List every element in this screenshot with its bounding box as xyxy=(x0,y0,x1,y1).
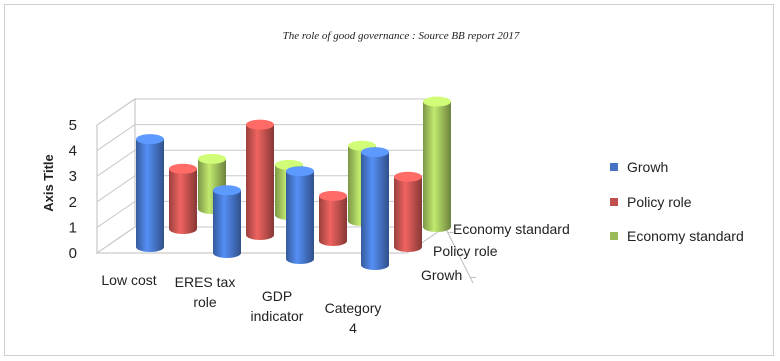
y-tick-label: 0 xyxy=(69,245,77,262)
gridline-side xyxy=(96,200,136,228)
y-tick-label: 4 xyxy=(69,143,77,160)
bar-top xyxy=(198,153,226,164)
gridline-side xyxy=(96,175,136,203)
legend: Growh Policy role Economy standard xyxy=(610,159,744,244)
depth-label-economy-standard: Economy standard xyxy=(453,221,570,237)
bar-top xyxy=(169,163,197,174)
legend-swatch-policy-role xyxy=(610,198,618,206)
y-tick-label: 1 xyxy=(69,219,77,236)
bar-policy-role-1 xyxy=(246,119,274,240)
category-labels: Low cost ERES tax role GDP indicator Categ… xyxy=(101,272,381,336)
chart-title: The role of good governance : Source BB … xyxy=(283,30,520,42)
bar-body xyxy=(319,195,347,246)
y-tick-labels: 0 1 2 3 4 5 xyxy=(69,117,77,262)
chart-svg: The role of good governance : Source BB … xyxy=(41,30,744,336)
bar-growh-3 xyxy=(361,147,389,270)
legend-item-policy-role: Policy role xyxy=(610,194,692,210)
bar-body xyxy=(169,168,197,234)
depth-labels: Economy standard Policy role Growh xyxy=(421,221,570,283)
bar-body xyxy=(136,139,164,252)
y-tick-label: 5 xyxy=(69,117,77,134)
category-label-eres-tax-role: ERES tax role xyxy=(175,274,236,310)
bar-policy-role-0 xyxy=(169,163,197,234)
bar-body xyxy=(246,124,274,240)
category-label-low-cost: Low cost xyxy=(101,272,156,288)
chart-frame: The role of good governance : Source BB … xyxy=(4,4,774,356)
bar-top xyxy=(213,185,241,196)
category-label-gdp-indicator: GDP indicator xyxy=(251,288,304,324)
y-axis-title: Axis Title xyxy=(41,154,56,212)
legend-label-policy-role: Policy role xyxy=(627,194,692,210)
bar-policy-role-2 xyxy=(319,190,347,246)
side-wall xyxy=(96,98,136,254)
bar-economy-standard-3 xyxy=(423,96,451,232)
bar-top xyxy=(246,119,274,130)
depth-label-growh: Growh xyxy=(421,267,462,283)
category-label-category-4: Category 4 xyxy=(325,300,382,336)
y-tick-label: 2 xyxy=(69,194,77,211)
bar-top xyxy=(136,134,164,145)
bar-body xyxy=(286,171,314,264)
legend-label-growh: Growh xyxy=(627,159,668,175)
gridline-side xyxy=(96,149,136,177)
bar-top xyxy=(286,166,314,177)
bar-top xyxy=(423,96,451,107)
bar-growh-1 xyxy=(213,185,241,258)
bar-body xyxy=(213,190,241,258)
gridline-side xyxy=(96,226,136,254)
bars xyxy=(136,96,451,270)
bar-policy-role-3 xyxy=(394,171,422,252)
bar-growh-2 xyxy=(286,166,314,264)
legend-item-economy-standard: Economy standard xyxy=(610,228,744,244)
bar-growh-0 xyxy=(136,134,164,252)
bar-top xyxy=(394,171,422,182)
bar-body xyxy=(361,152,389,270)
y-tick-label: 3 xyxy=(69,168,77,185)
legend-swatch-economy-standard xyxy=(610,232,618,240)
legend-swatch-growh xyxy=(610,163,618,171)
gridline-side xyxy=(96,98,136,126)
gridline-side xyxy=(96,124,136,152)
bar-top xyxy=(319,190,347,201)
depth-label-policy-role: Policy role xyxy=(433,243,498,259)
bar-top xyxy=(361,147,389,158)
legend-label-economy-standard: Economy standard xyxy=(627,228,744,244)
bar-body xyxy=(394,176,422,252)
legend-item-growh: Growh xyxy=(610,159,668,175)
bar-body xyxy=(423,101,451,232)
